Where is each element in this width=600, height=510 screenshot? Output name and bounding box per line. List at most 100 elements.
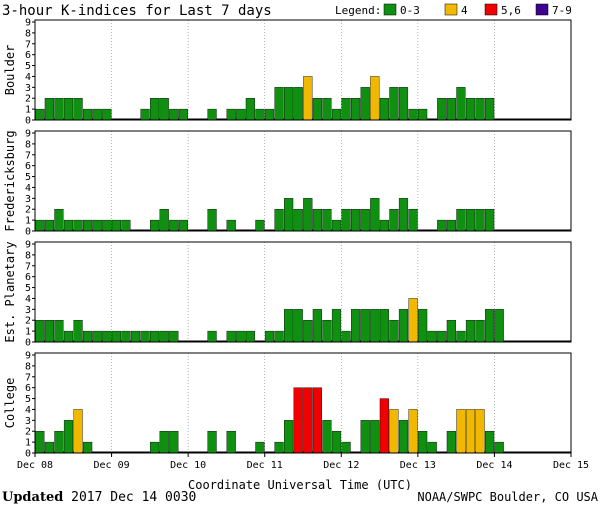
- panel-frame: [34, 19, 572, 121]
- legend-swatch-0: [383, 3, 397, 16]
- bar: [485, 431, 495, 454]
- bar: [351, 309, 361, 343]
- bar: [312, 309, 322, 343]
- bar: [322, 420, 332, 454]
- bar: [303, 387, 313, 454]
- legend-swatch-3: [535, 3, 549, 16]
- bar: [303, 320, 313, 343]
- bar: [63, 98, 74, 121]
- bar: [456, 409, 466, 454]
- x-tick-label: Dec 10: [170, 460, 206, 471]
- bar: [226, 330, 236, 343]
- bar: [293, 87, 303, 121]
- bar: [456, 87, 466, 121]
- bar: [73, 409, 83, 454]
- y-tick-label: 7: [25, 39, 31, 50]
- bar: [437, 98, 447, 121]
- bar: [475, 209, 485, 232]
- y-tick-label: 0: [25, 227, 31, 238]
- bar: [102, 330, 112, 343]
- y-tick-label: 3: [25, 83, 31, 94]
- bar: [360, 309, 370, 343]
- bar: [331, 309, 342, 343]
- y-tick-label: 6: [25, 383, 31, 394]
- bar: [446, 320, 456, 343]
- bar: [360, 420, 370, 454]
- bar: [465, 98, 476, 121]
- bar: [341, 330, 351, 343]
- bar: [475, 320, 485, 343]
- bar: [485, 309, 495, 343]
- bar: [102, 219, 112, 232]
- panel-frame: [34, 241, 572, 343]
- bar: [293, 309, 303, 343]
- bar: [303, 76, 313, 121]
- bar: [73, 320, 83, 343]
- bar: [255, 441, 265, 454]
- y-tick-label: 1: [25, 438, 31, 449]
- bar: [303, 198, 313, 232]
- y-tick-label: 7: [25, 372, 31, 383]
- bar: [322, 320, 332, 343]
- bar: [312, 209, 322, 232]
- bar: [255, 219, 265, 232]
- bar: [150, 441, 160, 454]
- bar: [83, 330, 93, 343]
- bar: [398, 198, 409, 232]
- bar: [370, 420, 380, 454]
- bar: [312, 98, 322, 121]
- bar: [465, 320, 476, 343]
- bar: [255, 108, 265, 121]
- y-tick-label: 4: [25, 294, 31, 305]
- bar: [331, 219, 342, 232]
- bar: [379, 98, 389, 121]
- updated-line: Updated 2017 Dec 14 0030: [2, 490, 196, 505]
- y-tick-label: 8: [25, 250, 31, 261]
- bar: [35, 431, 45, 454]
- bar: [159, 431, 169, 454]
- y-tick-label: 3: [25, 416, 31, 427]
- bar: [398, 87, 409, 121]
- bar: [35, 219, 45, 232]
- y-tick-label: 9: [25, 129, 31, 140]
- x-tick-label: Dec 12: [323, 460, 359, 471]
- bar: [465, 409, 476, 454]
- y-tick-label: 6: [25, 161, 31, 172]
- legend-entry-1: 4: [461, 4, 468, 17]
- bar: [370, 76, 380, 121]
- bar: [207, 330, 217, 343]
- x-tick-label: Dec 13: [400, 460, 436, 471]
- bar: [389, 209, 399, 232]
- bar: [264, 108, 275, 121]
- y-tick-label: 8: [25, 361, 31, 372]
- bar: [437, 330, 447, 343]
- legend-entry-3: 7-9: [552, 4, 572, 17]
- bar: [494, 441, 504, 454]
- bar: [130, 330, 141, 343]
- panel-frame: [34, 130, 572, 232]
- y-tick-label: 8: [25, 139, 31, 150]
- bar: [245, 330, 255, 343]
- bar: [398, 420, 409, 454]
- bar: [274, 441, 284, 454]
- legend-swatch-1: [444, 3, 458, 16]
- bar: [207, 209, 217, 232]
- legend-entry-0: 0-3: [400, 4, 420, 17]
- bar: [284, 420, 294, 454]
- bar: [322, 209, 332, 232]
- panel-frame: [34, 352, 572, 454]
- x-tick-label: Dec 11: [247, 460, 283, 471]
- bar: [360, 209, 370, 232]
- panels: 0123456789Boulder0123456789Fredericksbur…: [3, 18, 572, 460]
- y-tick-label: 9: [25, 240, 31, 251]
- x-tick-label: Dec 08: [17, 460, 53, 471]
- bar: [485, 209, 495, 232]
- bar: [150, 219, 160, 232]
- bar: [274, 87, 284, 121]
- legend-label: Legend:: [335, 4, 381, 17]
- y-tick-label: 3: [25, 194, 31, 205]
- bar: [494, 309, 504, 343]
- bar: [83, 441, 93, 454]
